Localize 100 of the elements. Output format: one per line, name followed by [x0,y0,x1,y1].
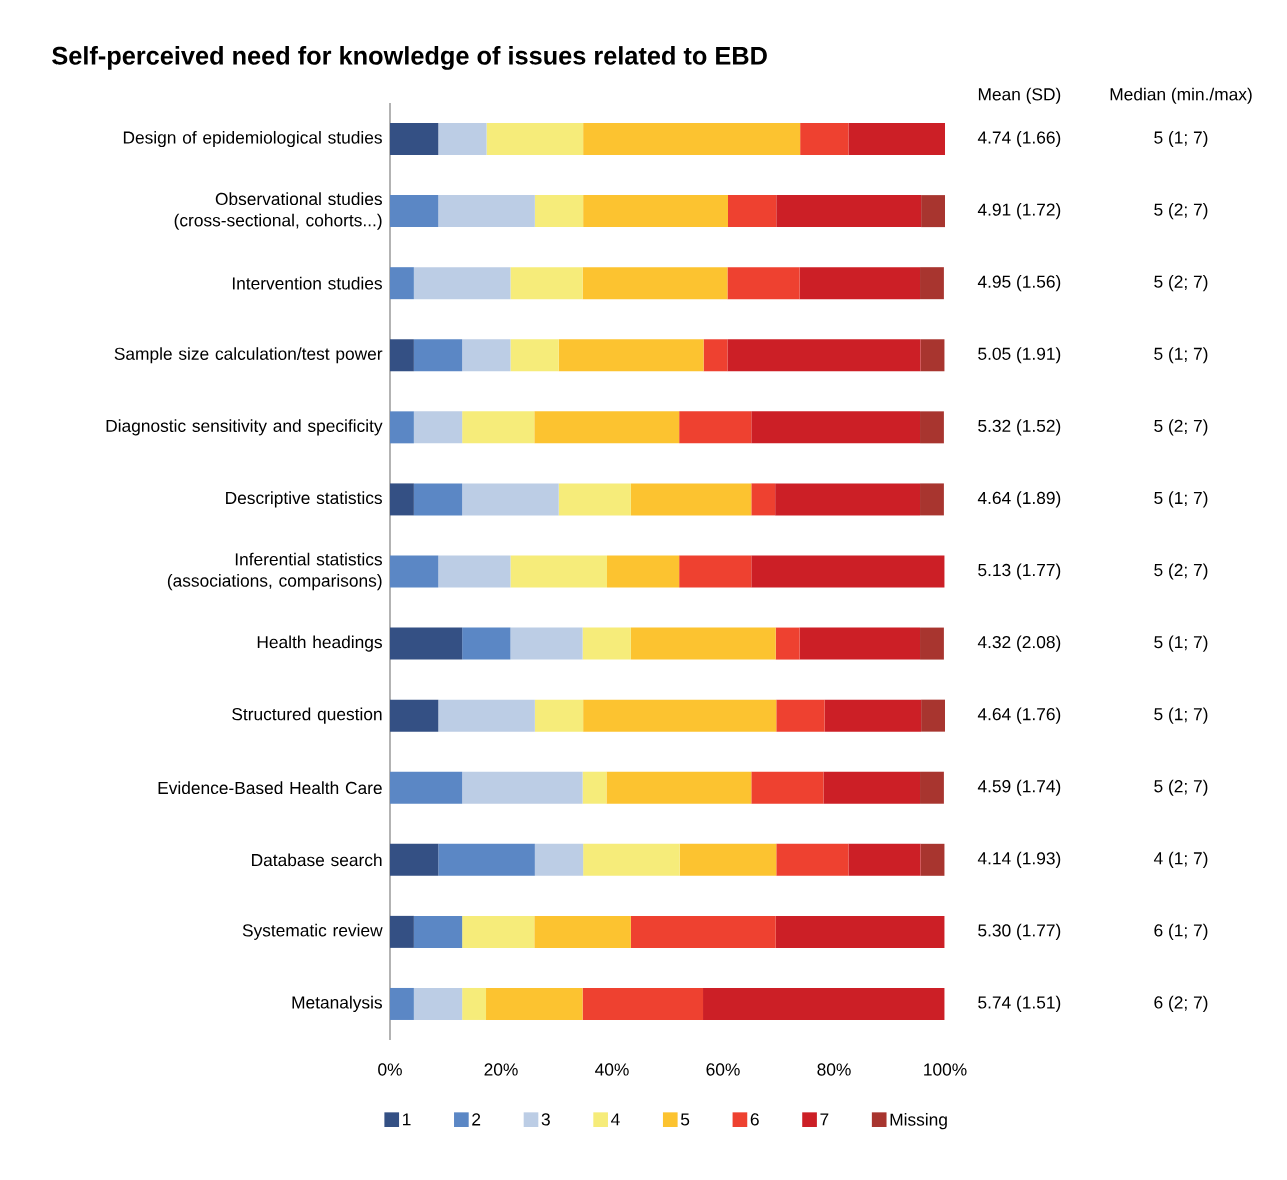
legend-label: 4 [611,1113,620,1126]
bar [775,915,945,948]
legend-label: 2 [472,1113,481,1126]
bar [558,339,704,372]
bar [776,699,825,732]
legend-label: 3 [541,1113,550,1126]
text: 5.74 (1.51) [978,995,1061,1013]
text: 5 (1; 7) [1154,707,1208,724]
text: 4.59 (1.74) [977,779,1061,796]
bar [582,987,704,1020]
text: 4.32 (2.08) [977,635,1061,652]
text: 5.32 (1.52) [978,419,1061,436]
bar [727,339,921,372]
bar [510,627,583,660]
bar [824,699,922,732]
bar [390,987,414,1020]
bar [920,843,945,876]
bar [920,411,944,444]
bar [582,771,607,804]
bar [751,771,824,804]
legend-label: Missing [890,1113,947,1130]
text: 4.74 (1.66) [977,130,1061,148]
bar [920,483,944,516]
bar [703,339,728,372]
text: 4.95 (1.56) [977,275,1061,292]
bar [583,123,801,156]
bar [413,483,463,516]
text: 5 (2; 7) [1154,563,1208,580]
bar [390,627,463,660]
text: 5 (2; 7) [1154,203,1208,220]
text: 5.05 (1.91) [978,347,1061,364]
y-tick-label: Database search [252,853,382,867]
y-tick-label: Intervention studies [232,276,382,290]
text: 4.64 (1.89) [977,491,1061,508]
bar [583,195,728,228]
bar [390,267,414,300]
bar [582,267,728,300]
text: 5 (2; 7) [1154,419,1208,436]
bar [390,771,463,804]
text: 6 (2; 7) [1154,995,1208,1013]
bar [920,339,945,372]
text: 5 (1; 7) [1154,347,1208,364]
bar [558,483,631,516]
y-tick-label: Structured question [232,707,382,724]
bar [413,267,511,300]
bar [438,699,535,732]
bar [583,699,777,732]
text: 4 (1; 7) [1153,851,1208,868]
bar [390,195,439,228]
bar [751,555,945,588]
bar [534,195,584,228]
text: 4.91 (1.72) [977,203,1061,220]
text: 5 (1; 7) [1154,635,1208,652]
bar [534,699,584,732]
y-tick-label: Inferential statistics (associations, comparisons) [167,552,382,591]
bar [486,123,584,156]
bar [438,123,487,156]
bar [606,771,752,804]
x-tick-label: 100% [924,1063,967,1076]
y-tick-label: Sample size calculation/test power [114,347,383,364]
bar [848,843,921,876]
y-tick-label: Health headings [257,635,382,652]
legend-label: 5 [680,1113,690,1126]
bar [438,843,535,876]
bar [534,915,631,948]
bar [462,627,511,660]
y-tick-label: Systematic review [242,923,383,940]
bar [390,555,439,588]
bar [823,771,921,804]
text: Mean (SD) [978,87,1061,104]
bar [390,699,439,732]
text: Median (min./max) [1110,87,1252,104]
bar [462,411,535,444]
legend-label: 7 [820,1113,829,1126]
bar [751,483,776,516]
text: 5 (2; 7) [1154,275,1208,292]
bar [607,555,680,588]
bar [630,483,752,516]
bar [921,195,945,228]
bar [462,915,535,948]
bar [582,627,631,660]
text: 5.30 (1.77) [978,923,1061,940]
bar [800,123,849,156]
bar [534,843,584,876]
bar [390,915,414,948]
y-tick-label: Descriptive statistics [226,491,382,508]
chart-title: Self-perceived need for knowledge of issues related to EBD [52,46,767,70]
y-tick-label: Metanalysis [292,995,382,1013]
bar [630,627,776,660]
bar [727,267,800,300]
bar [920,267,944,300]
bar [438,555,511,588]
bar [728,195,777,228]
bar [462,483,559,516]
text: 4.14 (1.93) [977,851,1061,868]
bar [510,267,583,300]
bar [799,627,921,660]
bar [462,339,511,372]
bar [390,483,414,516]
bar [679,843,777,876]
